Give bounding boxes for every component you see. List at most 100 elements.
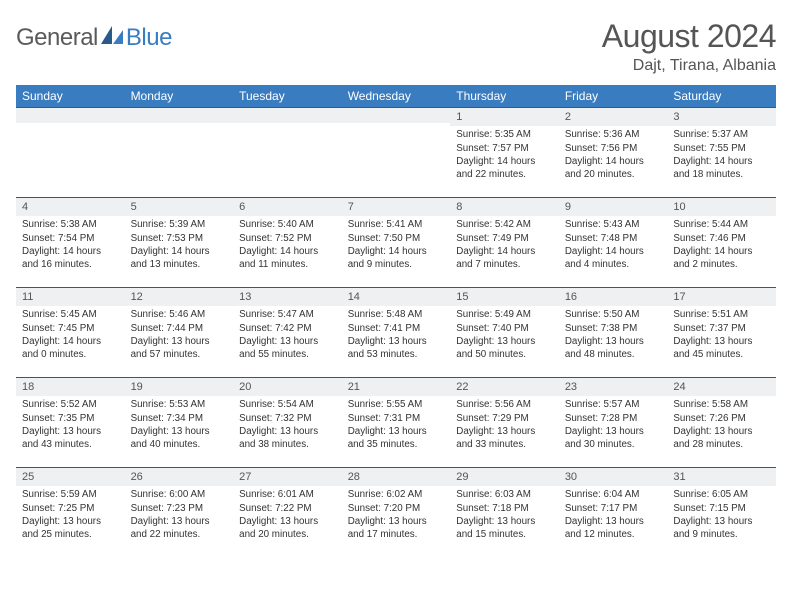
calendar-table: Sunday Monday Tuesday Wednesday Thursday… (16, 85, 776, 558)
location-subtitle: Dajt, Tirana, Albania (602, 57, 776, 75)
calendar-cell: 20Sunrise: 5:54 AMSunset: 7:32 PMDayligh… (233, 378, 342, 468)
weekday-header-row: Sunday Monday Tuesday Wednesday Thursday… (16, 85, 776, 108)
day-number: 9 (559, 198, 668, 216)
day-number: 1 (450, 108, 559, 126)
day-details: Sunrise: 5:53 AMSunset: 7:34 PMDaylight:… (125, 396, 234, 453)
calendar-row: 18Sunrise: 5:52 AMSunset: 7:35 PMDayligh… (16, 378, 776, 468)
day-number: 16 (559, 288, 668, 306)
weekday-header: Thursday (450, 85, 559, 108)
page-heading: August 2024 Dajt, Tirana, Albania (602, 18, 776, 75)
day-details: Sunrise: 5:50 AMSunset: 7:38 PMDaylight:… (559, 306, 668, 363)
calendar-cell: 17Sunrise: 5:51 AMSunset: 7:37 PMDayligh… (667, 288, 776, 378)
day-details (342, 123, 451, 183)
day-details: Sunrise: 5:57 AMSunset: 7:28 PMDaylight:… (559, 396, 668, 453)
day-number: 6 (233, 198, 342, 216)
day-details: Sunrise: 5:42 AMSunset: 7:49 PMDaylight:… (450, 216, 559, 273)
day-number: 2 (559, 108, 668, 126)
day-number: 24 (667, 378, 776, 396)
weekday-header: Monday (125, 85, 234, 108)
calendar-body: 1Sunrise: 5:35 AMSunset: 7:57 PMDaylight… (16, 108, 776, 558)
day-details: Sunrise: 5:35 AMSunset: 7:57 PMDaylight:… (450, 126, 559, 183)
day-details (233, 123, 342, 183)
day-number: 22 (450, 378, 559, 396)
calendar-cell: 15Sunrise: 5:49 AMSunset: 7:40 PMDayligh… (450, 288, 559, 378)
calendar-cell: 24Sunrise: 5:58 AMSunset: 7:26 PMDayligh… (667, 378, 776, 468)
day-number (125, 108, 234, 123)
day-number: 13 (233, 288, 342, 306)
header: General Blue August 2024 Dajt, Tirana, A… (16, 18, 776, 75)
weekday-header: Wednesday (342, 85, 451, 108)
calendar-cell: 8Sunrise: 5:42 AMSunset: 7:49 PMDaylight… (450, 198, 559, 288)
month-title: August 2024 (602, 18, 776, 55)
day-details: Sunrise: 5:37 AMSunset: 7:55 PMDaylight:… (667, 126, 776, 183)
calendar-row: 11Sunrise: 5:45 AMSunset: 7:45 PMDayligh… (16, 288, 776, 378)
day-details: Sunrise: 5:41 AMSunset: 7:50 PMDaylight:… (342, 216, 451, 273)
day-number: 23 (559, 378, 668, 396)
day-number (342, 108, 451, 123)
day-details: Sunrise: 6:02 AMSunset: 7:20 PMDaylight:… (342, 486, 451, 543)
calendar-row: 4Sunrise: 5:38 AMSunset: 7:54 PMDaylight… (16, 198, 776, 288)
day-details: Sunrise: 5:54 AMSunset: 7:32 PMDaylight:… (233, 396, 342, 453)
day-number: 3 (667, 108, 776, 126)
calendar-cell: 13Sunrise: 5:47 AMSunset: 7:42 PMDayligh… (233, 288, 342, 378)
calendar-cell (342, 108, 451, 198)
calendar-cell: 16Sunrise: 5:50 AMSunset: 7:38 PMDayligh… (559, 288, 668, 378)
calendar-row: 25Sunrise: 5:59 AMSunset: 7:25 PMDayligh… (16, 468, 776, 558)
weekday-header: Sunday (16, 85, 125, 108)
day-details: Sunrise: 6:03 AMSunset: 7:18 PMDaylight:… (450, 486, 559, 543)
calendar-cell: 2Sunrise: 5:36 AMSunset: 7:56 PMDaylight… (559, 108, 668, 198)
day-details: Sunrise: 5:43 AMSunset: 7:48 PMDaylight:… (559, 216, 668, 273)
day-details: Sunrise: 6:01 AMSunset: 7:22 PMDaylight:… (233, 486, 342, 543)
day-details: Sunrise: 5:55 AMSunset: 7:31 PMDaylight:… (342, 396, 451, 453)
day-details: Sunrise: 6:05 AMSunset: 7:15 PMDaylight:… (667, 486, 776, 543)
day-number: 30 (559, 468, 668, 486)
day-number: 4 (16, 198, 125, 216)
calendar-cell: 30Sunrise: 6:04 AMSunset: 7:17 PMDayligh… (559, 468, 668, 558)
day-details: Sunrise: 5:40 AMSunset: 7:52 PMDaylight:… (233, 216, 342, 273)
calendar-cell: 3Sunrise: 5:37 AMSunset: 7:55 PMDaylight… (667, 108, 776, 198)
calendar-cell (233, 108, 342, 198)
calendar-cell: 6Sunrise: 5:40 AMSunset: 7:52 PMDaylight… (233, 198, 342, 288)
calendar-cell: 7Sunrise: 5:41 AMSunset: 7:50 PMDaylight… (342, 198, 451, 288)
day-details: Sunrise: 5:48 AMSunset: 7:41 PMDaylight:… (342, 306, 451, 363)
day-details: Sunrise: 5:56 AMSunset: 7:29 PMDaylight:… (450, 396, 559, 453)
calendar-cell: 10Sunrise: 5:44 AMSunset: 7:46 PMDayligh… (667, 198, 776, 288)
day-number: 29 (450, 468, 559, 486)
calendar-cell: 28Sunrise: 6:02 AMSunset: 7:20 PMDayligh… (342, 468, 451, 558)
calendar-cell: 1Sunrise: 5:35 AMSunset: 7:57 PMDaylight… (450, 108, 559, 198)
calendar-cell (125, 108, 234, 198)
day-details (16, 123, 125, 183)
calendar-cell: 9Sunrise: 5:43 AMSunset: 7:48 PMDaylight… (559, 198, 668, 288)
day-details: Sunrise: 5:36 AMSunset: 7:56 PMDaylight:… (559, 126, 668, 183)
day-number: 19 (125, 378, 234, 396)
calendar-cell: 23Sunrise: 5:57 AMSunset: 7:28 PMDayligh… (559, 378, 668, 468)
day-number: 18 (16, 378, 125, 396)
day-number (16, 108, 125, 123)
calendar-cell: 11Sunrise: 5:45 AMSunset: 7:45 PMDayligh… (16, 288, 125, 378)
day-details: Sunrise: 5:47 AMSunset: 7:42 PMDaylight:… (233, 306, 342, 363)
calendar-cell: 22Sunrise: 5:56 AMSunset: 7:29 PMDayligh… (450, 378, 559, 468)
brand-word-1: General (16, 24, 98, 52)
calendar-cell: 26Sunrise: 6:00 AMSunset: 7:23 PMDayligh… (125, 468, 234, 558)
calendar-cell: 29Sunrise: 6:03 AMSunset: 7:18 PMDayligh… (450, 468, 559, 558)
day-number: 27 (233, 468, 342, 486)
calendar-cell: 19Sunrise: 5:53 AMSunset: 7:34 PMDayligh… (125, 378, 234, 468)
day-number: 17 (667, 288, 776, 306)
day-details: Sunrise: 5:44 AMSunset: 7:46 PMDaylight:… (667, 216, 776, 273)
calendar-cell (16, 108, 125, 198)
calendar-row: 1Sunrise: 5:35 AMSunset: 7:57 PMDaylight… (16, 108, 776, 198)
weekday-header: Saturday (667, 85, 776, 108)
brand-word-2: Blue (126, 24, 172, 52)
calendar-cell: 27Sunrise: 6:01 AMSunset: 7:22 PMDayligh… (233, 468, 342, 558)
day-details: Sunrise: 6:04 AMSunset: 7:17 PMDaylight:… (559, 486, 668, 543)
calendar-cell: 4Sunrise: 5:38 AMSunset: 7:54 PMDaylight… (16, 198, 125, 288)
day-number: 7 (342, 198, 451, 216)
day-number: 15 (450, 288, 559, 306)
weekday-header: Tuesday (233, 85, 342, 108)
day-number: 20 (233, 378, 342, 396)
calendar-cell: 31Sunrise: 6:05 AMSunset: 7:15 PMDayligh… (667, 468, 776, 558)
calendar-cell: 25Sunrise: 5:59 AMSunset: 7:25 PMDayligh… (16, 468, 125, 558)
day-number: 28 (342, 468, 451, 486)
day-details: Sunrise: 5:59 AMSunset: 7:25 PMDaylight:… (16, 486, 125, 543)
day-details: Sunrise: 5:45 AMSunset: 7:45 PMDaylight:… (16, 306, 125, 363)
